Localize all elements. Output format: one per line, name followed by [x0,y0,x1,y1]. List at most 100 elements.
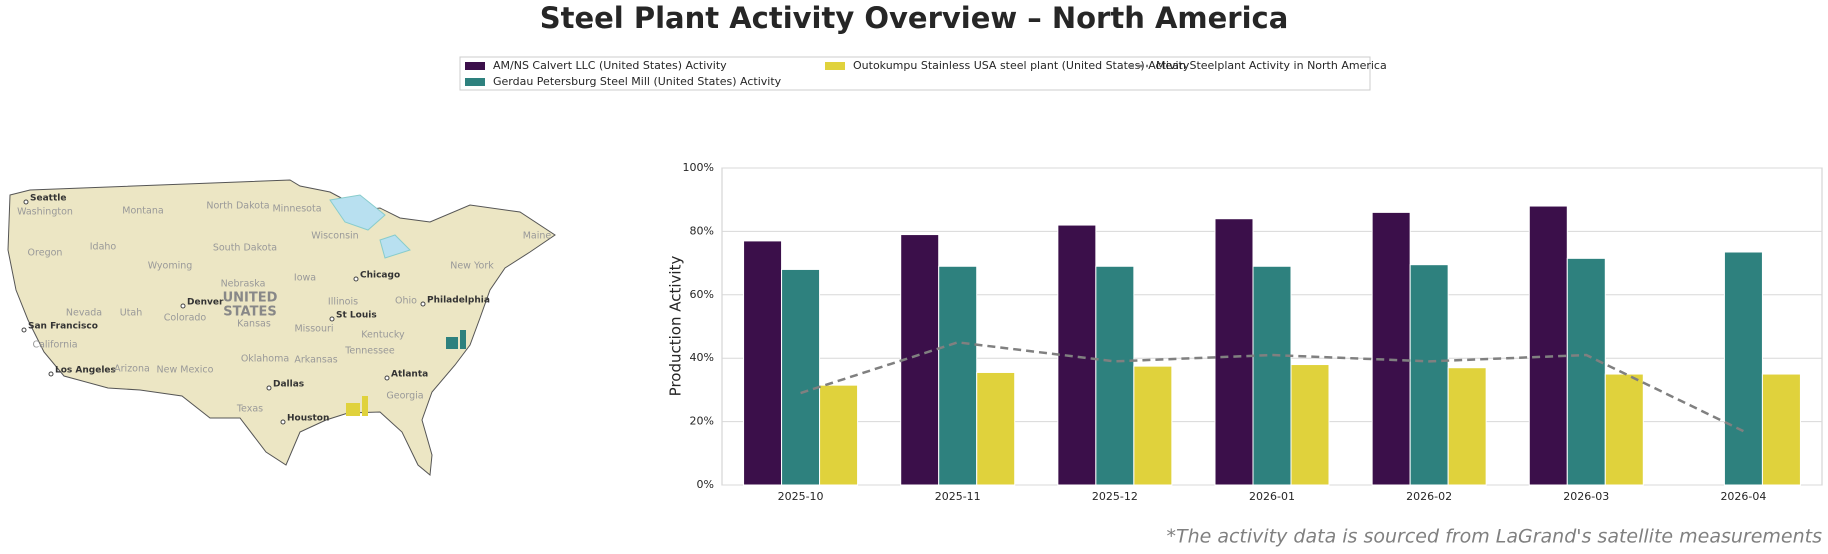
bar [1095,265,1135,486]
y-tick-label: 0% [697,478,714,491]
bar [1566,257,1606,486]
bar [819,384,859,486]
state-label: Arizona [114,364,150,375]
state-label: Texas [236,404,263,415]
outokumpu-marker [346,403,360,416]
city-dot [180,303,186,309]
state-label: Missouri [294,324,333,335]
x-tick-label: 2026-01 [1249,490,1295,503]
state-label: Nebraska [221,279,266,290]
city-label: Seattle [30,194,66,204]
bar [743,240,783,486]
gerdau-marker [446,337,458,349]
state-label: Arkansas [294,355,337,366]
city-label: St Louis [336,311,377,321]
x-tick-label: 2025-12 [1092,490,1138,503]
y-tick-label: 100% [683,161,714,174]
mean-line [800,341,1744,433]
legend-swatch [465,62,485,70]
city-dot [48,371,54,377]
x-tick-label: 2025-10 [778,490,824,503]
gerdau-marker [460,330,466,349]
city-dot [280,419,286,425]
bar [1723,251,1763,486]
bar [1528,205,1568,486]
city-dot [384,375,390,381]
legend-box [459,56,1371,91]
legend-label: Outokumpu Stainless USA steel plant (Uni… [853,59,1190,72]
legend-swatch [825,62,845,70]
bar [781,268,821,486]
city-dot [21,327,27,333]
city-dot [23,199,29,205]
x-tick-label: 2025-11 [935,490,981,503]
great-lakes [329,194,411,259]
y-tick-label: 80% [690,224,714,237]
footnote: *The activity data is sourced from LaGra… [1166,526,1822,548]
state-label: Kansas [237,319,271,330]
state-label: Illinois [328,297,358,308]
state-label: Minnesota [272,204,321,215]
chart-title: Steel Plant Activity Overview – North Am… [540,1,1289,35]
bar [1447,367,1487,486]
state-label: New York [450,261,494,272]
city-label: Denver [187,298,224,308]
state-label: Maine [523,231,552,242]
bar [1371,211,1411,486]
bar [1409,264,1449,486]
legend-swatch [465,78,485,86]
bar [1133,365,1173,486]
country-label: UNITED [223,291,278,306]
city-label: Atlanta [391,370,428,380]
y-tick-label: 60% [690,288,714,301]
state-label: Oklahoma [241,354,289,365]
state-label: Georgia [386,391,423,402]
city-label: Dallas [273,380,304,390]
city-dot [329,316,335,322]
state-label: Colorado [164,313,207,324]
city-dot [266,385,272,391]
state-label: Ohio [395,296,417,307]
state-label: Wyoming [148,261,193,272]
legend-label: Gerdau Petersburg Steel Mill (United Sta… [493,75,782,88]
city-label: Los Angeles [55,366,116,376]
bar [1214,218,1254,486]
city-label: Chicago [360,271,400,281]
legend-label: AM/NS Calvert LLC (United States) Activi… [493,59,727,72]
state-label: Washington [17,207,73,218]
us-outline [7,179,556,476]
y-axis-label: Production Activity [667,256,685,397]
city-dot [353,276,359,282]
city-dot [420,301,426,307]
state-label: Utah [120,308,143,319]
state-label: Tennessee [344,346,395,357]
bar [938,265,978,486]
y-tick-label: 20% [690,415,714,428]
legend-label: Mean Steelplant Activity in North Americ… [1156,59,1387,72]
bar [1604,373,1644,486]
state-label: New Mexico [157,365,214,376]
bar [1252,265,1292,486]
state-label: California [32,340,77,351]
state-label: Wisconsin [311,231,358,242]
bar [1761,373,1801,486]
state-label: South Dakota [213,243,277,254]
city-label: Philadelphia [427,296,490,306]
country-label: STATES [223,305,276,320]
outokumpu-marker [362,396,368,416]
state-label: Kentucky [361,330,405,341]
state-label: Idaho [90,242,117,253]
city-label: San Francisco [28,322,98,332]
x-tick-label: 2026-04 [1720,490,1766,503]
bar [1057,224,1097,486]
state-label: Montana [122,206,163,217]
state-label: Iowa [294,273,316,284]
state-label: Nevada [66,308,102,319]
bar [1290,364,1330,486]
map [7,179,556,476]
city-label: Houston [287,414,329,424]
x-tick-label: 2026-03 [1563,490,1609,503]
bar [976,371,1016,486]
y-tick-label: 40% [690,351,714,364]
